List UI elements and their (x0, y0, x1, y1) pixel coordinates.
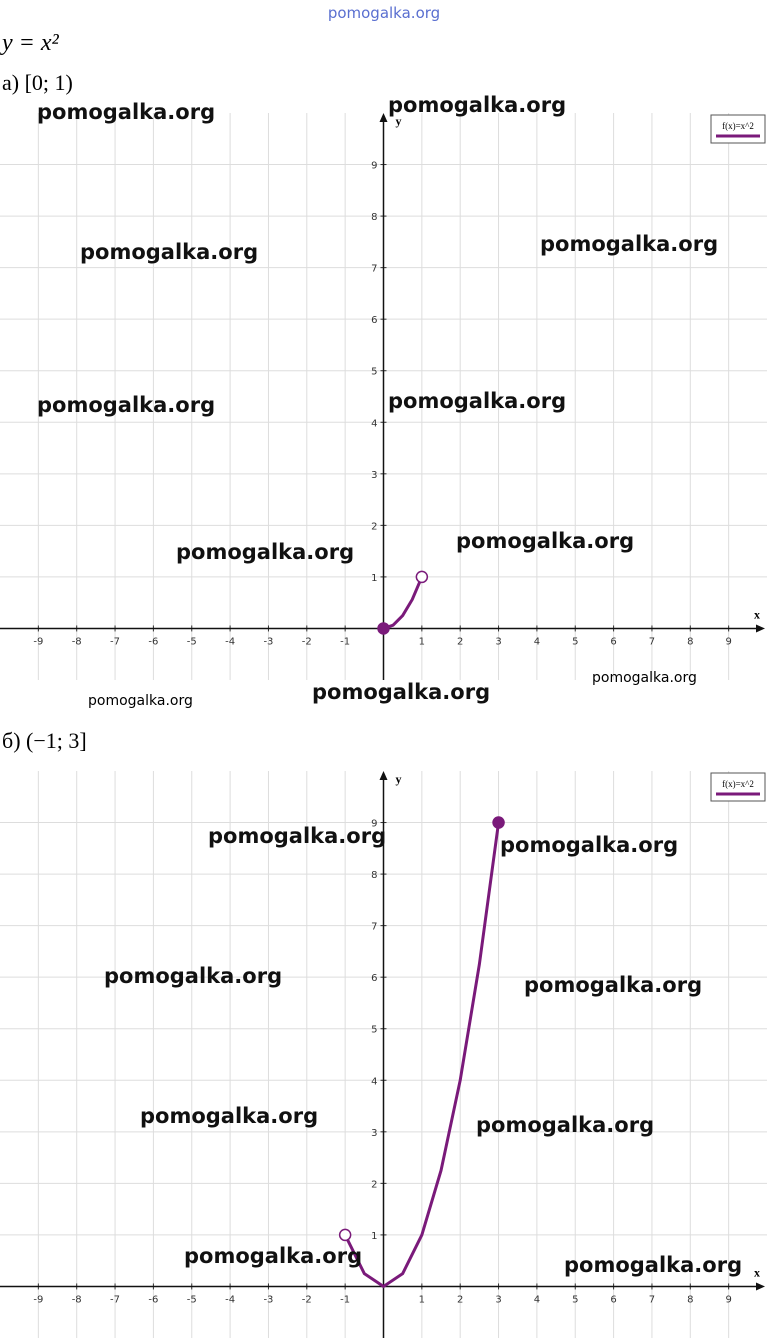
x-tick-label: -9 (33, 1294, 43, 1305)
y-tick-label: 2 (371, 521, 377, 532)
x-arrow (756, 1282, 765, 1291)
x-tick-label: -2 (302, 636, 312, 647)
x-tick-label: 4 (534, 636, 540, 647)
x-tick-label: 5 (572, 1294, 578, 1305)
y-tick-label: 5 (371, 1025, 377, 1036)
watermark: pomogalka.org (140, 1104, 318, 1128)
watermark: pomogalka.org (176, 540, 354, 564)
x-tick-label: -6 (148, 1294, 158, 1305)
watermark: pomogalka.org (37, 393, 215, 417)
curve (383, 576, 424, 630)
x-tick-label: -5 (187, 636, 197, 647)
y-tick-label: 7 (371, 264, 377, 275)
x-tick-label: 9 (725, 1294, 731, 1305)
watermark: pomogalka.org (500, 833, 678, 857)
legend-label: f(x)=x^2 (722, 121, 754, 131)
chart-title: б) (−1; 3] (2, 728, 87, 753)
open-endpoint (415, 570, 429, 584)
x-tick-label: 3 (495, 636, 501, 647)
watermark: pomogalka.org (388, 93, 566, 117)
x-tick-label: 7 (649, 636, 655, 647)
x-tick-label: -2 (302, 1294, 312, 1305)
y-tick-label: 4 (371, 418, 377, 429)
closed-endpoint (377, 622, 390, 635)
x-tick-label: 6 (610, 636, 616, 647)
watermark: pomogalka.org (312, 680, 490, 704)
y-tick-label: 9 (371, 819, 377, 830)
top-watermark: pomogalka.org (328, 4, 440, 22)
y-tick-label: 9 (371, 161, 377, 172)
watermark: pomogalka.org (37, 100, 215, 124)
x-tick-label: 7 (649, 1294, 655, 1305)
y-arrow (379, 113, 388, 122)
y-tick-label: 6 (371, 973, 377, 984)
legend-box (710, 772, 766, 802)
x-tick-label: -7 (110, 636, 120, 647)
watermark: pomogalka.org (88, 693, 193, 709)
watermark: pomogalka.org (104, 964, 282, 988)
y-tick-label: 8 (371, 870, 377, 881)
formula: y = x² (0, 30, 60, 56)
y-tick-label: 3 (371, 1128, 377, 1139)
x-tick-label: 5 (572, 636, 578, 647)
watermark: pomogalka.org (476, 1113, 654, 1137)
watermark: pomogalka.org (524, 973, 702, 997)
x-tick-label: 2 (457, 636, 463, 647)
y-tick-label: 1 (371, 573, 377, 584)
y-tick-label: 8 (371, 212, 377, 223)
x-axis-label: x (754, 1265, 760, 1279)
watermark: pomogalka.org (592, 670, 697, 686)
watermark: pomogalka.org (564, 1253, 742, 1277)
watermark: pomogalka.org (184, 1244, 362, 1268)
x-tick-label: -8 (72, 636, 82, 647)
y-tick-label: 3 (371, 470, 377, 481)
x-tick-label: 4 (534, 1294, 540, 1305)
x-arrow (756, 624, 765, 633)
y-axis-label: y (396, 772, 402, 786)
y-tick-label: 7 (371, 922, 377, 933)
x-tick-label: -8 (72, 1294, 82, 1305)
y-tick-label: 5 (371, 367, 377, 378)
x-tick-label: -1 (340, 1294, 350, 1305)
legend-label: f(x)=x^2 (722, 779, 754, 789)
x-tick-label: 8 (687, 636, 693, 647)
x-tick-label: -1 (340, 636, 350, 647)
watermark: pomogalka.org (388, 389, 566, 413)
y-tick-label: 1 (371, 1231, 377, 1242)
x-tick-label: -3 (263, 636, 273, 647)
legend-box (710, 114, 766, 144)
x-tick-label: -6 (148, 636, 158, 647)
x-axis-label: x (754, 607, 760, 621)
x-tick-label: 1 (419, 636, 425, 647)
watermark: pomogalka.org (208, 824, 386, 848)
x-tick-label: 3 (495, 1294, 501, 1305)
open-endpoint (338, 1228, 352, 1242)
x-tick-label: 6 (610, 1294, 616, 1305)
x-tick-label: -9 (33, 636, 43, 647)
y-arrow (379, 771, 388, 780)
x-tick-label: -5 (187, 1294, 197, 1305)
x-tick-label: -3 (263, 1294, 273, 1305)
watermark: pomogalka.org (540, 232, 718, 256)
watermark: pomogalka.org (80, 240, 258, 264)
x-tick-label: 9 (725, 636, 731, 647)
x-tick-label: -4 (225, 636, 235, 647)
x-tick-label: -7 (110, 1294, 120, 1305)
x-tick-label: 8 (687, 1294, 693, 1305)
watermark: pomogalka.org (456, 529, 634, 553)
y-axis-label: y (396, 114, 402, 128)
x-tick-label: -4 (225, 1294, 235, 1305)
closed-endpoint (492, 816, 505, 829)
curve (343, 822, 501, 1289)
x-tick-label: 1 (419, 1294, 425, 1305)
chart-title: а) [0; 1) (2, 70, 73, 95)
y-tick-label: 2 (371, 1179, 377, 1190)
x-tick-label: 2 (457, 1294, 463, 1305)
y-tick-label: 6 (371, 315, 377, 326)
y-tick-label: 4 (371, 1076, 377, 1087)
